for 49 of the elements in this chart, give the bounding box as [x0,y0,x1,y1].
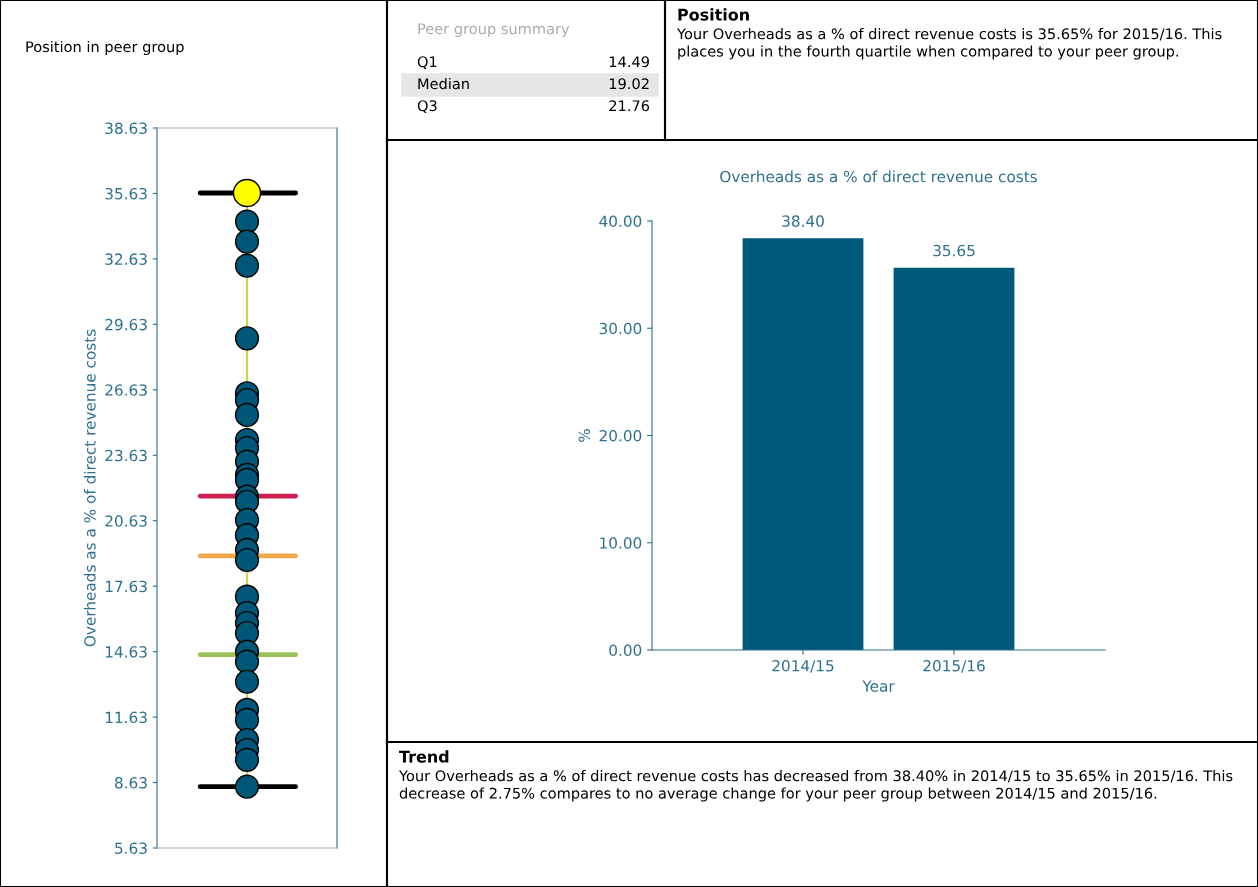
y-tick-label: 20.00 [599,429,642,442]
point [232,178,262,208]
y-tick-label: 10.00 [600,537,642,549]
point [234,649,260,674]
x-tick-label: 2015/16 [923,659,985,673]
y-tick-label: 40.00 [599,215,642,228]
text: Peer group summary [418,23,570,38]
point [234,402,260,428]
text: 19.02 [609,78,649,90]
text: 14.49 [609,56,649,68]
y-tick-label: 0.00 [609,644,642,657]
point [234,669,260,694]
text: Trend [399,750,449,763]
y-tick-label: 26.63 [105,384,147,396]
y-tick-label: 29.63 [105,318,147,331]
point [234,707,260,733]
text: Position [678,8,749,21]
point [234,229,260,254]
y-tick-label: 20.63 [105,515,147,527]
text: Your Overheads as a % of direct revenue costs has decreased from 38.40% in 2014/15 to 35.65% in 2015/16. This decrease of 2.75% compares to no average change for your peer group between 2014/15 and 2015/16. [398,770,1233,802]
x-axis-title: Year [862,680,895,692]
y-tick-label: 30.00 [599,322,642,335]
point [234,209,260,234]
data-label: 35.65 [933,244,975,257]
chart-title: Position in peer group [26,40,184,56]
y-tick-label: 11.63 [105,711,147,724]
y-tick-label: 32.63 [105,253,147,265]
y-tick-label: 5.63 [115,842,147,855]
text: Q1 [417,56,437,69]
y-tick-label: 35.63 [105,187,147,200]
text: Q3 [417,100,437,113]
y-axis-title: % [578,429,591,442]
x-tick-label: 2014/15 [772,659,834,673]
point [234,747,260,772]
y-tick-label: 38.63 [105,122,147,135]
point [234,547,260,573]
data-label: 38.40 [782,215,824,227]
y-tick-label: 14.63 [105,646,147,658]
y-tick-label: 8.63 [114,777,147,789]
text: 21.76 [609,100,650,112]
text: Median [418,77,469,90]
y-axis-title: Overheads as a % of direct revenue costs [83,329,96,647]
y-tick-label: 17.63 [105,580,147,593]
chart-title: Overheads as a % of direct revenue costs [720,170,1037,183]
y-tick-label: 23.63 [105,449,147,462]
text: Your Overheads as a % of direct revenue costs is 35.65% for 2015/16. This places you in the fourth quartile when compared to your peer group. [676,28,1222,60]
point [234,774,260,799]
point [234,253,260,278]
point [234,326,260,351]
